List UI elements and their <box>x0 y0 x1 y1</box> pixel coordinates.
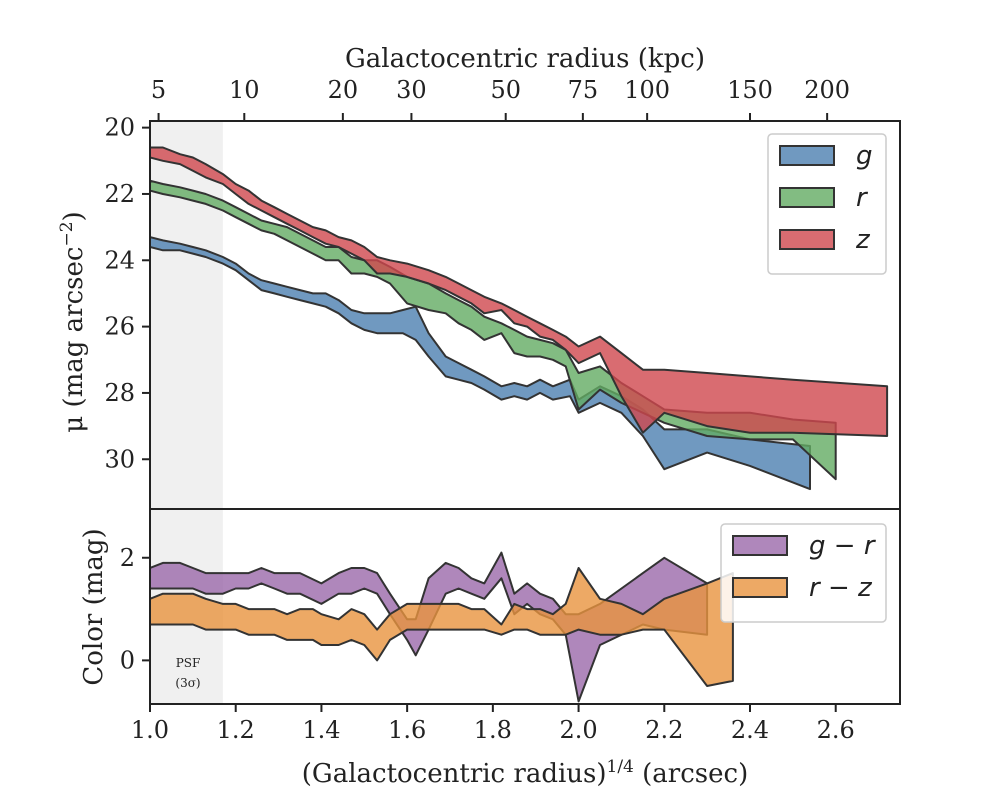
x-axis-title-sup: 1/4 <box>607 757 634 777</box>
bottom-legend-label: r − z <box>809 573 873 603</box>
top-y-tick-label: 22 <box>104 180 135 208</box>
top-x-tick-label: 30 <box>396 76 427 104</box>
bottom-x-tick-label: 2.2 <box>645 716 683 744</box>
bottom-x-tick-label: 2.0 <box>559 716 597 744</box>
top-x-tick-label: 100 <box>624 76 670 104</box>
top-x-tick-label: 5 <box>151 76 166 104</box>
color-band-rz <box>150 567 734 687</box>
top-x-tick-label: 10 <box>229 76 260 104</box>
top-legend-label: r <box>856 183 869 213</box>
bottom-y-tick-label: 2 <box>120 544 135 572</box>
x-axis-title-main: (Galactocentric radius) <box>302 759 607 789</box>
top-y-axis: 20 22 24 26 28 30 <box>104 114 150 473</box>
top-y-axis-title-close: ) <box>59 211 89 221</box>
top-y-tick-label: 20 <box>104 114 135 142</box>
bottom-x-tick-label: 1.8 <box>474 716 512 744</box>
bottom-y-tick-label: 0 <box>120 646 135 674</box>
top-legend-swatch <box>779 145 835 166</box>
top-x-tick-label: 200 <box>804 76 850 104</box>
bottom-panel-frame <box>149 508 901 705</box>
bottom-legend-swatch <box>732 577 788 598</box>
top-legend-swatch <box>779 229 835 250</box>
bottom-x-tick-label: 1.2 <box>217 716 255 744</box>
top-legend-label: z <box>855 225 871 255</box>
psf-sigma-label: (3σ) <box>175 676 200 690</box>
top-legend-swatch <box>779 187 835 208</box>
color-bands <box>150 551 734 703</box>
top-x-axis-kpc: 5 10 20 30 50 75 100 150 200 <box>151 76 850 121</box>
top-legend-label: g <box>856 141 873 171</box>
top-y-tick-label: 28 <box>104 379 135 407</box>
bottom-x-tick-label: 2.4 <box>731 716 769 744</box>
bottom-legend-swatch <box>732 535 788 556</box>
top-y-axis-title-sup: −2 <box>57 221 77 246</box>
top-y-tick-label: 30 <box>104 445 135 473</box>
x-axis-title: (Galactocentric radius)1/4 (arcsec) <box>302 757 748 789</box>
top-y-tick-label: 26 <box>104 313 135 341</box>
x-axis-title-rest: (arcsec) <box>634 759 748 789</box>
bottom-y-axis-title: Color (mag) <box>79 528 109 685</box>
bottom-x-tick-label: 1.6 <box>388 716 426 744</box>
surface-brightness-bands <box>150 146 889 491</box>
psf-label: PSF <box>176 656 201 670</box>
bottom-x-tick-label: 1.0 <box>131 716 169 744</box>
mu-band-z <box>150 146 889 437</box>
top-legend: grz <box>767 133 887 275</box>
top-y-tick-label: 24 <box>104 246 135 274</box>
top-x-tick-label: 150 <box>727 76 773 104</box>
top-x-tick-label: 75 <box>568 76 599 104</box>
top-x-tick-label: 50 <box>490 76 521 104</box>
bottom-x-tick-label: 1.4 <box>302 716 340 744</box>
top-y-axis-title: μ (mag arcsec−2) <box>57 211 89 432</box>
bottom-y-axis: 02 <box>120 544 150 674</box>
bottom-x-tick-label: 2.6 <box>817 716 855 744</box>
top-y-axis-title-main: μ (mag arcsec <box>59 247 89 433</box>
bottom-x-axis: 1.0 1.2 1.4 1.6 1.8 2.0 2.2 2.4 2.6 <box>131 704 855 744</box>
top-axis-title: Galactocentric radius (kpc) <box>345 44 705 74</box>
mu-band-r <box>150 179 837 481</box>
bottom-legend: g − r r − z <box>720 523 887 623</box>
bottom-legend-label: g − r <box>809 531 877 561</box>
top-x-tick-label: 20 <box>328 76 359 104</box>
